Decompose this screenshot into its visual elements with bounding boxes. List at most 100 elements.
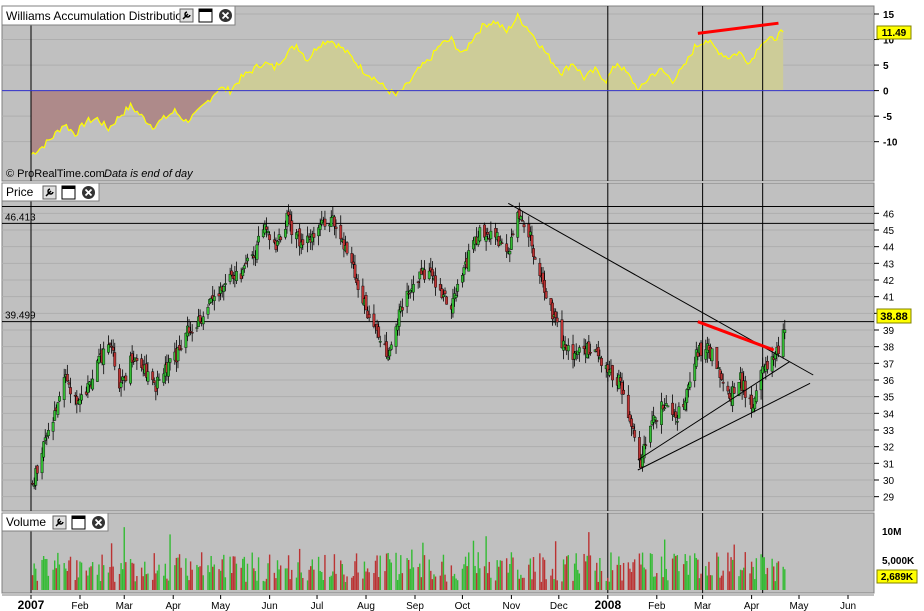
volume-bar (235, 563, 238, 590)
candle-body (508, 251, 512, 255)
volume-bar (705, 566, 707, 590)
volume-bar (398, 574, 400, 590)
candle-body (754, 390, 758, 402)
x-tick-label-12: 2008 (594, 598, 621, 611)
volume-bar (651, 554, 653, 590)
wad-tick-label-5: -10 (883, 138, 898, 149)
volume-bar (475, 573, 478, 590)
volume-bar (287, 555, 290, 590)
price-tick-label-1: 45 (883, 226, 895, 237)
price-trendlines (507, 202, 814, 471)
volume-bar (302, 577, 304, 590)
volume-bar (240, 567, 242, 590)
close-icon[interactable] (82, 186, 95, 199)
volume-bar (419, 563, 421, 590)
volume-bar (722, 570, 724, 590)
volume-bar (218, 569, 220, 590)
volume-last-value: 2,689K (881, 572, 914, 583)
volume-bar (494, 580, 497, 590)
volume-bar (510, 552, 513, 590)
wrench-icon[interactable] (52, 515, 67, 530)
x-tick-label-14: Mar (694, 601, 712, 611)
volume-bar (321, 571, 323, 590)
volume-bar (720, 575, 723, 590)
wrench-icon[interactable] (179, 8, 194, 23)
wad-last-value-bg (876, 25, 912, 40)
volume-bar (354, 561, 356, 590)
candle-body (255, 244, 259, 260)
volume-bar (689, 555, 691, 590)
volume-bar (166, 578, 168, 590)
candle-body (235, 271, 238, 281)
candle-body (62, 377, 66, 400)
volume-bar (308, 569, 310, 590)
volume-bar (611, 570, 614, 590)
volume-bar (317, 556, 320, 590)
candle-body (230, 270, 234, 276)
close-icon[interactable] (219, 9, 232, 22)
volume-bar (417, 566, 419, 590)
volume-bar (88, 567, 91, 590)
candle-body (544, 291, 548, 299)
maximize-icon[interactable] (71, 515, 86, 530)
volume-bar (562, 559, 565, 590)
volume-bar (662, 577, 664, 590)
candle-body (532, 248, 535, 257)
candle-body (766, 361, 769, 370)
volume-bar (406, 558, 408, 590)
volume-bar (101, 554, 103, 590)
volume-bar (566, 556, 568, 590)
close-icon[interactable] (92, 516, 105, 529)
price-level-label-0: 46.413 (5, 212, 36, 223)
volume-bar (197, 567, 200, 590)
maximize-icon[interactable] (61, 185, 76, 200)
candle-body (58, 396, 61, 402)
volume-bar (671, 558, 674, 590)
volume-bar (490, 577, 492, 590)
x-axis: 2007 Feb Mar Apr May Jun Jul Aug Sep Oct Nov Dec 200… (2, 594, 874, 611)
volume-bar (330, 575, 332, 590)
volume-bar (273, 572, 276, 590)
volume-bar (87, 575, 89, 590)
volume-bar (719, 577, 721, 590)
volume-bar (169, 534, 171, 590)
volume-bar (69, 556, 72, 590)
volume-bar (444, 574, 446, 590)
candle-body (505, 243, 509, 252)
volume-bar (189, 561, 192, 590)
volume-bar (208, 572, 211, 590)
volume-bar (534, 571, 536, 590)
candle-body (633, 430, 637, 438)
x-tick-label-15: Apr (744, 601, 760, 611)
x-tick-label-10: Nov (503, 601, 521, 611)
x-tick-label-9: Oct (455, 601, 471, 611)
wrench-icon[interactable] (42, 185, 57, 200)
volume-bar (649, 553, 652, 590)
volume-bar (246, 563, 249, 590)
volume-bar (708, 561, 710, 590)
candle-body (456, 284, 460, 292)
volume-bar (163, 575, 165, 590)
candle-body (80, 394, 83, 401)
volume-bar (512, 557, 514, 590)
volume-bar (528, 564, 530, 590)
price-tick-label-11: 35 (883, 393, 895, 404)
volume-bar (578, 573, 581, 590)
candle-body (781, 329, 785, 357)
volume-bar (596, 562, 598, 590)
volume-bar (213, 564, 216, 590)
candle-body (434, 275, 437, 288)
volume-bar (224, 577, 227, 590)
volume-bar (276, 560, 279, 590)
volume-bar (750, 561, 753, 590)
volume-bar (728, 571, 731, 590)
candle-body (318, 224, 322, 230)
volume-bar (523, 577, 525, 590)
candle-body (156, 376, 159, 389)
volume-bar (156, 570, 159, 590)
candle-body (642, 443, 646, 459)
price-tick-label-17: 29 (883, 493, 895, 504)
candle-body (666, 405, 670, 408)
candle-body (674, 411, 678, 418)
maximize-icon[interactable] (198, 8, 213, 23)
